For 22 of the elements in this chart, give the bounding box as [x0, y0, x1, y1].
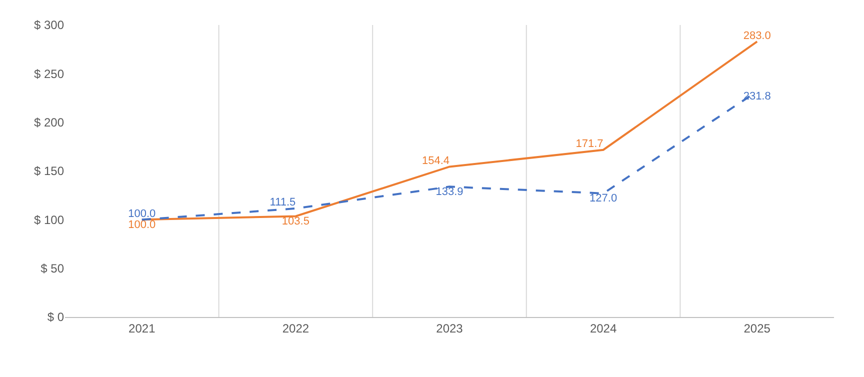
y-tick-label: $ 250	[34, 66, 64, 81]
x-tick-label: 2021	[128, 321, 156, 336]
x-tick-label: 2025	[744, 321, 771, 336]
data-label: 111.5	[270, 196, 296, 209]
y-tick-label: $ 200	[34, 116, 64, 130]
data-label: 127.0	[590, 192, 618, 205]
data-label: 154.4	[422, 154, 450, 167]
y-tick-label: $ 0	[47, 310, 64, 324]
data-label: 100.0	[128, 208, 156, 220]
y-tick-label: $ 150	[34, 164, 64, 178]
x-tick-label: 2024	[590, 321, 617, 336]
data-label: 171.7	[576, 138, 604, 150]
data-label: 103.5	[282, 216, 310, 228]
y-tick-label: $ 100	[34, 212, 64, 227]
data-label: 231.8	[743, 90, 771, 103]
x-tick-label: 2023	[436, 321, 464, 336]
data-label: 100.0	[128, 218, 156, 231]
y-tick-label: $ 50	[40, 262, 64, 276]
y-tick-label: $ 300	[34, 18, 64, 32]
x-tick-label: 2022	[282, 321, 310, 336]
data-label: 283.0	[743, 30, 771, 42]
data-label: 133.9	[436, 186, 464, 198]
